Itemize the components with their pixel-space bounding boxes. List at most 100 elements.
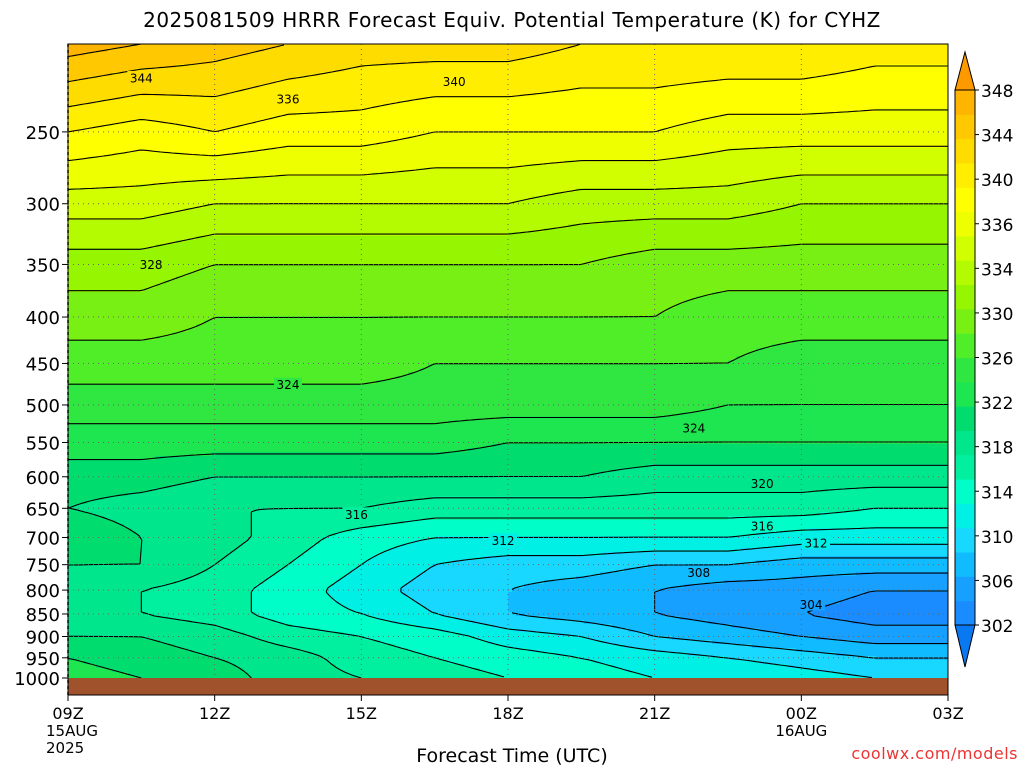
field-cell: [572, 88, 577, 93]
field-cell: [340, 96, 345, 101]
field-cell: [508, 120, 513, 125]
field-cell: [224, 72, 229, 77]
field-cell: [416, 92, 421, 97]
field-cell: [68, 92, 73, 97]
field-cell: [880, 56, 885, 61]
field-cell: [208, 72, 213, 77]
field-cell: [556, 100, 561, 105]
field-cell: [928, 116, 933, 121]
field-cell: [480, 64, 485, 69]
field-cell: [920, 48, 925, 53]
field-cell: [768, 84, 773, 89]
field-cell: [176, 100, 181, 105]
field-cell: [616, 44, 621, 49]
field-cell: [944, 116, 949, 121]
field-cell: [892, 68, 897, 73]
field-cell: [300, 72, 305, 77]
field-cell: [120, 116, 125, 121]
field-cell: [440, 72, 445, 77]
field-cell: [880, 120, 885, 125]
field-cell: [336, 44, 341, 49]
field-cell: [360, 48, 365, 53]
field-cell: [360, 124, 365, 129]
field-cell: [300, 52, 305, 57]
field-cell: [600, 112, 605, 117]
field-cell: [508, 80, 513, 85]
field-cell: [216, 72, 221, 77]
field-cell: [832, 92, 837, 97]
field-cell: [680, 76, 685, 81]
field-cell: [348, 112, 353, 117]
field-cell: [516, 84, 521, 89]
field-cell: [672, 56, 677, 61]
field-cell: [536, 120, 541, 125]
field-cell: [584, 100, 589, 105]
field-cell: [332, 52, 337, 57]
field-cell: [484, 48, 489, 53]
field-cell: [892, 88, 897, 93]
field-cell: [844, 56, 849, 61]
field-cell: [472, 44, 477, 49]
field-cell: [488, 84, 493, 89]
field-cell: [884, 124, 889, 129]
field-cell: [632, 92, 637, 97]
field-cell: [456, 120, 461, 125]
field-cell: [68, 64, 73, 69]
field-cell: [432, 128, 437, 133]
field-cell: [436, 64, 441, 69]
field-cell: [336, 84, 341, 89]
field-cell: [880, 92, 885, 97]
field-cell: [664, 100, 669, 105]
field-cell: [500, 96, 505, 101]
field-cell: [756, 92, 761, 97]
field-cell: [628, 64, 633, 69]
field-cell: [668, 128, 673, 133]
field-cell: [720, 64, 725, 69]
field-cell: [740, 44, 745, 49]
field-cell: [280, 68, 285, 73]
field-cell: [384, 100, 389, 105]
field-cell: [596, 128, 601, 133]
field-cell: [940, 44, 945, 49]
field-cell: [896, 52, 901, 57]
field-cell: [536, 100, 541, 105]
field-cell: [684, 116, 689, 121]
field-cell: [540, 72, 545, 77]
field-cell: [508, 52, 513, 57]
field-cell: [900, 56, 905, 61]
field-cell: [824, 48, 829, 53]
field-cell: [880, 44, 885, 49]
field-cell: [532, 100, 537, 105]
field-cell: [688, 104, 693, 109]
field-cell: [348, 68, 353, 73]
field-cell: [812, 60, 817, 65]
field-cell: [460, 52, 465, 57]
field-cell: [208, 56, 213, 61]
field-cell: [572, 84, 577, 89]
field-cell: [156, 68, 161, 73]
field-cell: [748, 64, 753, 69]
field-cell: [684, 92, 689, 97]
field-cell: [336, 80, 341, 85]
field-cell: [144, 52, 149, 57]
field-cell: [200, 124, 205, 129]
field-cell: [632, 44, 637, 49]
field-cell: [732, 80, 737, 85]
field-cell: [756, 96, 761, 101]
field-cell: [688, 48, 693, 53]
field-cell: [412, 80, 417, 85]
field-cell: [348, 72, 353, 77]
field-cell: [68, 120, 73, 125]
field-cell: [848, 84, 853, 89]
field-cell: [704, 120, 709, 125]
field-cell: [288, 84, 293, 89]
field-cell: [816, 80, 821, 85]
field-cell: [864, 48, 869, 53]
field-cell: [368, 116, 373, 121]
field-cell: [184, 68, 189, 73]
field-cell: [760, 44, 765, 49]
field-cell: [292, 60, 297, 65]
field-cell: [676, 124, 681, 129]
field-cell: [528, 120, 533, 125]
field-cell: [848, 44, 853, 49]
